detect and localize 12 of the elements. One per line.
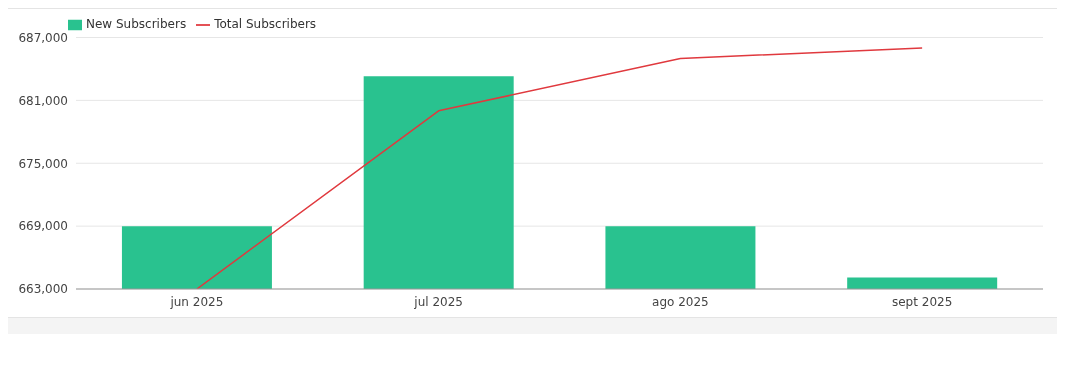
y-tick-label: 687,000 <box>18 30 68 45</box>
legend-label: Total Subscribers <box>214 17 317 31</box>
line-series <box>196 47 923 289</box>
x-tick-label: ago 2025 <box>652 294 709 309</box>
y-tick-label: 681,000 <box>18 93 68 108</box>
y-tick-label: 675,000 <box>18 156 68 171</box>
x-tick-label: sept 2025 <box>891 294 953 309</box>
legend-label: New Subscribers <box>86 17 187 31</box>
y-tick-label: 669,000 <box>18 219 68 234</box>
y-tick-label: 663,000 <box>18 282 68 297</box>
x-tick-label: jun 2025 <box>169 294 224 309</box>
x-tick-label: jul 2025 <box>413 294 463 309</box>
